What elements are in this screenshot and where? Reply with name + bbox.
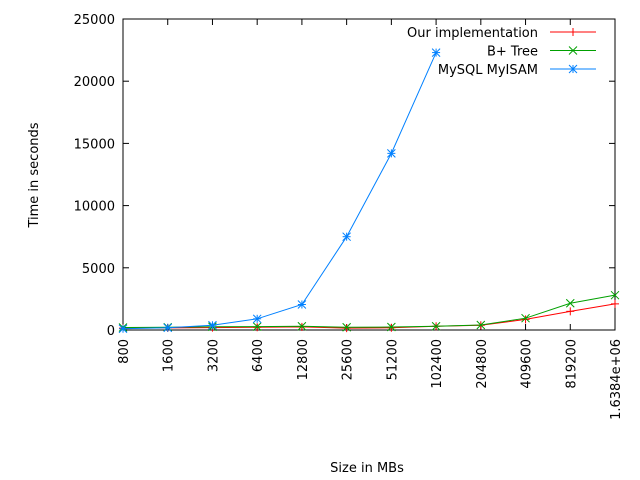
- x-tick-label: 25600: [341, 339, 356, 380]
- legend-marker: [568, 64, 578, 74]
- y-tick-label: 0: [107, 324, 115, 339]
- data-point: [431, 321, 441, 331]
- x-axis: 800 1600 3200 6400 12800 25600 51200 102400 2048…: [117, 19, 624, 420]
- y-axis: 0 5000 10000 15000 20000 25000: [74, 13, 615, 339]
- data-point: [387, 148, 396, 158]
- x-tick-label: 3200: [206, 339, 221, 372]
- series-line-0: [122, 303, 616, 329]
- data-point: [342, 322, 351, 332]
- legend-marker: [569, 28, 577, 36]
- data-point: [252, 314, 262, 324]
- y-tick-label: 20000: [74, 75, 115, 90]
- data-point: [297, 321, 307, 331]
- data-point: [387, 323, 396, 332]
- legend-label: MySQL MyISAM: [438, 63, 538, 78]
- x-tick-label: 12800: [296, 339, 311, 380]
- data-point: [342, 232, 351, 242]
- data-point: [163, 323, 173, 333]
- data-point: [566, 307, 575, 316]
- y-tick-label: 5000: [82, 262, 115, 277]
- series-line-2: [122, 52, 437, 330]
- data-point: [521, 313, 530, 323]
- data-point: [342, 324, 351, 333]
- data-point: [476, 320, 486, 330]
- x-tick-label: 102400: [430, 339, 445, 389]
- x-tick-label: 1.6384e+06: [609, 339, 624, 420]
- legend-label: Our implementation: [407, 26, 538, 41]
- series-layer: [118, 48, 620, 334]
- data-point: [610, 290, 620, 300]
- x-tick-label: 204800: [475, 339, 490, 389]
- legend-marker: [568, 46, 578, 55]
- data-point: [118, 324, 128, 334]
- legend-label: B+ Tree: [487, 45, 538, 60]
- data-point: [387, 322, 396, 332]
- x-tick-label: 800: [117, 339, 132, 364]
- x-tick-label: 6400: [251, 339, 266, 372]
- x-tick-label: 51200: [385, 339, 400, 380]
- data-point: [565, 298, 575, 308]
- x-tick-label: 409600: [520, 339, 535, 389]
- plot-frame: [122, 18, 616, 331]
- y-tick-label: 15000: [74, 137, 115, 152]
- x-axis-label: Size in MBs: [330, 461, 404, 476]
- y-tick-label: 10000: [74, 200, 115, 215]
- data-point: [611, 299, 619, 308]
- y-axis-label: Time in seconds: [27, 122, 42, 228]
- x-tick-label: 819200: [564, 339, 579, 389]
- data-point: [431, 48, 441, 57]
- data-point: [297, 300, 307, 309]
- data-point: [252, 322, 262, 331]
- series-line-1: [122, 294, 616, 329]
- y-tick-label: 25000: [74, 13, 115, 28]
- data-point: [521, 315, 530, 324]
- legend: Our implementation B+ Tree MySQL MyISAM: [407, 26, 596, 78]
- data-point: [208, 320, 217, 330]
- x-tick-label: 1600: [162, 339, 177, 372]
